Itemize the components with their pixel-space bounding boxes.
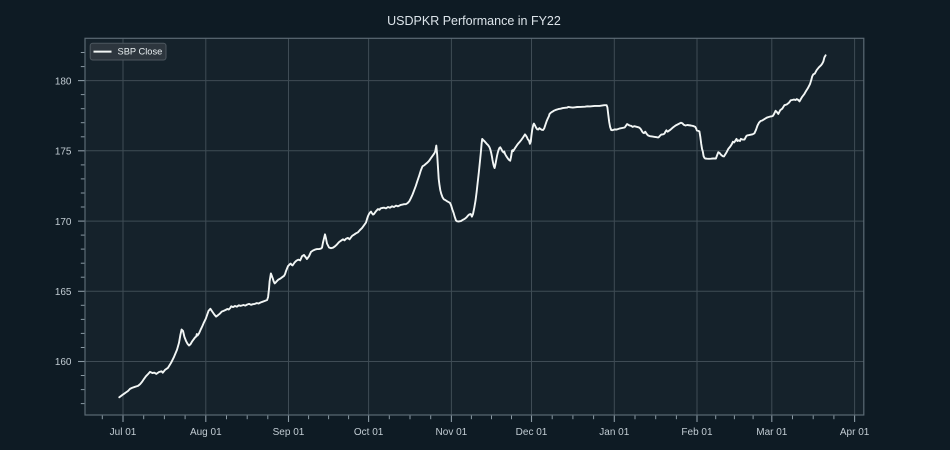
- svg-text:Feb 01: Feb 01: [681, 427, 713, 438]
- svg-text:Mar 01: Mar 01: [756, 427, 788, 438]
- svg-text:Aug 01: Aug 01: [190, 427, 222, 438]
- svg-text:Oct 01: Oct 01: [354, 427, 384, 438]
- svg-text:Jan 01: Jan 01: [599, 427, 629, 438]
- svg-text:SBP Close: SBP Close: [118, 47, 163, 57]
- svg-text:Apr 01: Apr 01: [840, 427, 870, 438]
- svg-text:USDPKR Performance in FY22: USDPKR Performance in FY22: [387, 14, 561, 28]
- svg-text:Sep 01: Sep 01: [273, 427, 305, 438]
- svg-text:170: 170: [55, 217, 72, 228]
- svg-text:180: 180: [55, 76, 72, 87]
- svg-text:Dec 01: Dec 01: [516, 427, 548, 438]
- svg-text:160: 160: [55, 357, 72, 368]
- svg-text:165: 165: [55, 287, 72, 298]
- svg-text:Nov 01: Nov 01: [436, 427, 468, 438]
- svg-text:175: 175: [55, 147, 72, 158]
- svg-text:Jul 01: Jul 01: [110, 427, 137, 438]
